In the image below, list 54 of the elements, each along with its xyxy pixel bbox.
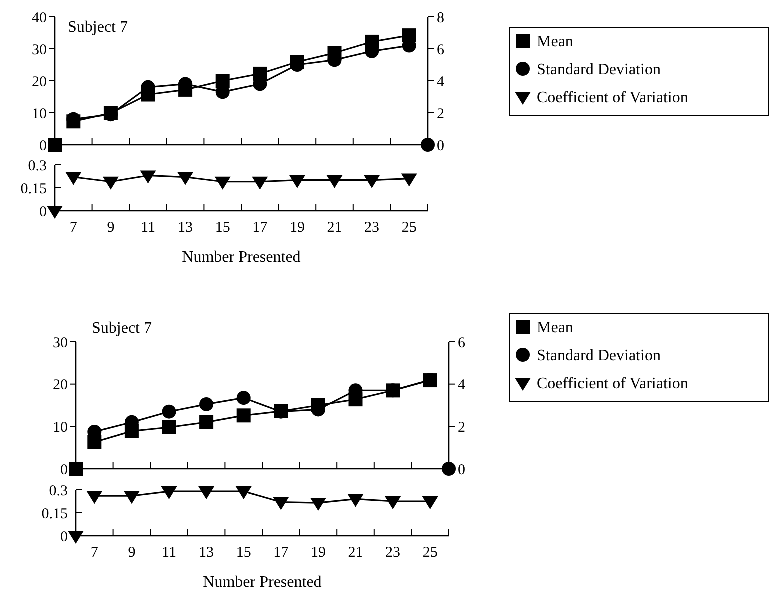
x-tick-label: 17 <box>274 545 290 561</box>
legend-label: Mean <box>537 34 574 51</box>
x-tick-label: 9 <box>107 220 115 236</box>
x-tick-label: 15 <box>215 220 230 236</box>
x-tick-label: 15 <box>236 545 252 561</box>
x-tick-label: 9 <box>128 545 136 561</box>
y-tick-label: 0.3 <box>28 158 47 174</box>
legend-label: Standard Deviation <box>537 62 661 79</box>
y2-tick-label: 6 <box>437 42 445 58</box>
chart-title: Subject 7 <box>92 320 152 337</box>
y2-tick-label: 0 <box>437 138 444 154</box>
y-tick-label: 20 <box>53 378 68 394</box>
x-axis-title: Number Presented <box>182 249 301 266</box>
legend-label: Standard Deviation <box>537 348 661 365</box>
x-tick-label: 25 <box>422 545 438 561</box>
x-tick-label: 11 <box>141 220 156 236</box>
legend-label: Coefficient of Variation <box>537 90 688 107</box>
x-tick-label: 7 <box>90 545 99 561</box>
y-tick-label: 10 <box>53 420 68 436</box>
x-tick-label: 7 <box>70 220 78 236</box>
y-tick-label: 0.15 <box>20 181 47 198</box>
y-tick-label: 20 <box>32 74 47 90</box>
x-tick-label: 19 <box>290 220 305 236</box>
x-tick-label: 13 <box>199 545 214 561</box>
legend-label: Coefficient of Variation <box>537 376 688 393</box>
y-tick-label: 0.15 <box>42 506 68 522</box>
x-tick-label: 21 <box>327 220 342 236</box>
y2-tick-label: 8 <box>437 10 444 26</box>
x-tick-label: 23 <box>386 545 401 561</box>
x-tick-label: 19 <box>310 545 326 561</box>
x-tick-label: 25 <box>402 220 417 236</box>
y-tick-label: 30 <box>32 42 47 58</box>
x-axis-title: Number Presented <box>203 574 322 591</box>
y-tick-label: 0 <box>40 138 47 154</box>
x-tick-label: 23 <box>364 220 380 236</box>
y2-tick-label: 4 <box>458 378 466 394</box>
y-tick-label: 30 <box>53 335 68 352</box>
y-tick-label: 40 <box>32 10 47 26</box>
x-tick-label: 21 <box>348 545 364 561</box>
x-tick-label: 17 <box>252 220 268 236</box>
chart-title: Subject 7 <box>68 19 128 36</box>
y2-tick-label: 2 <box>437 106 444 122</box>
y2-tick-label: 4 <box>437 74 445 90</box>
y2-tick-label: 6 <box>458 335 466 352</box>
y-tick-label: 0 <box>40 204 47 220</box>
y-tick-label: 0.3 <box>49 483 68 500</box>
y-tick-label: 0 <box>60 529 68 546</box>
y2-tick-label: 2 <box>458 420 466 436</box>
legend-label: Mean <box>537 320 574 337</box>
y-tick-label: 10 <box>32 106 47 122</box>
y2-tick-label: 0 <box>458 462 466 478</box>
x-tick-label: 13 <box>178 220 194 236</box>
y-tick-label: 0 <box>60 462 68 478</box>
x-tick-label: 11 <box>162 545 176 561</box>
